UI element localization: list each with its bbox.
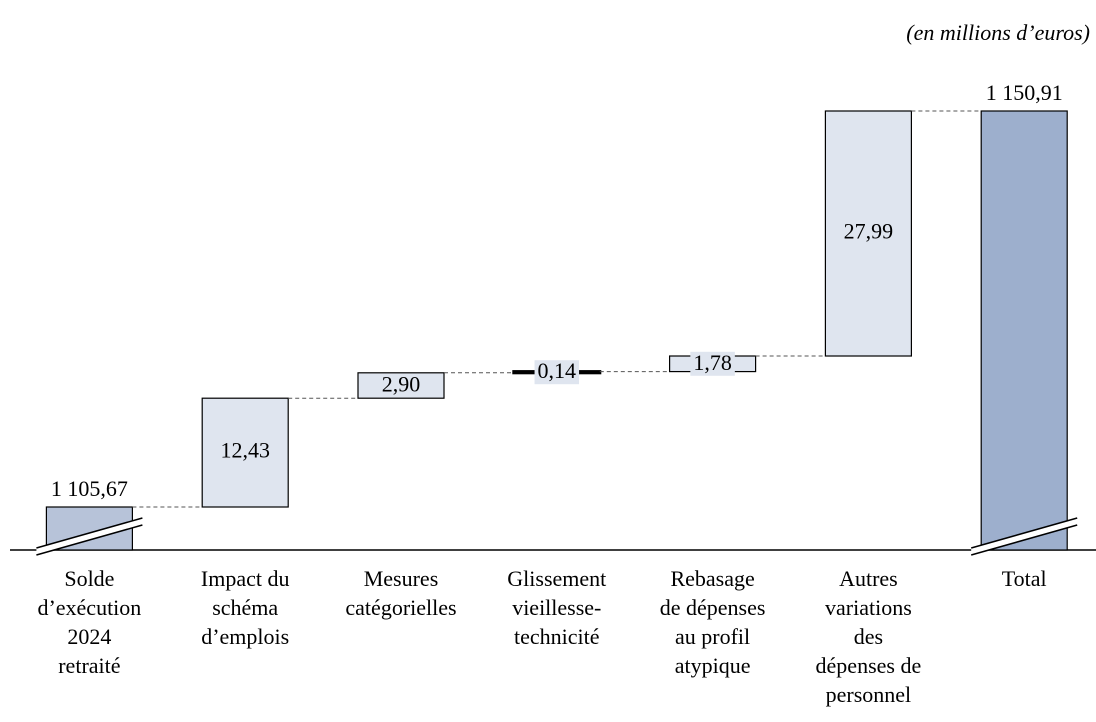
x-tick-label: Autres variations des dépenses de person… [815,566,922,707]
value-label-box [534,360,580,385]
value-label: 2,90 [382,372,421,397]
value-label: 1 105,67 [51,476,128,501]
value-label: 27,99 [844,219,894,244]
subtitle: (en millions d’euros) [906,20,1090,45]
axis-break [36,518,143,555]
axis-break [970,517,1078,549]
x-tick-label: Rebasage de dépenses au profil atypique [659,566,766,678]
value-label: 1,78 [693,350,732,375]
bar [824,110,913,357]
x-tick-label: Total [1001,566,1047,591]
bar [201,397,289,508]
x-tick-label: Mesures catégorielles [345,566,457,620]
axis-break [36,524,143,556]
x-tick-label: Impact du schéma d’emplois [200,566,290,649]
x-tick-label: Glissement vieillesse- technicité [507,566,607,649]
bar [980,110,1068,551]
axis-break [971,518,1078,555]
value-label-box [690,351,735,376]
axis-break [970,524,1078,556]
x-tick-label: Solde d’exécution 2024 retraité [37,566,142,678]
value-label: 1 150,91 [986,80,1063,105]
axis-break [36,517,143,549]
value-label: 12,43 [220,438,270,463]
value-label: 0,14 [538,358,577,383]
value-label-box [378,373,424,398]
